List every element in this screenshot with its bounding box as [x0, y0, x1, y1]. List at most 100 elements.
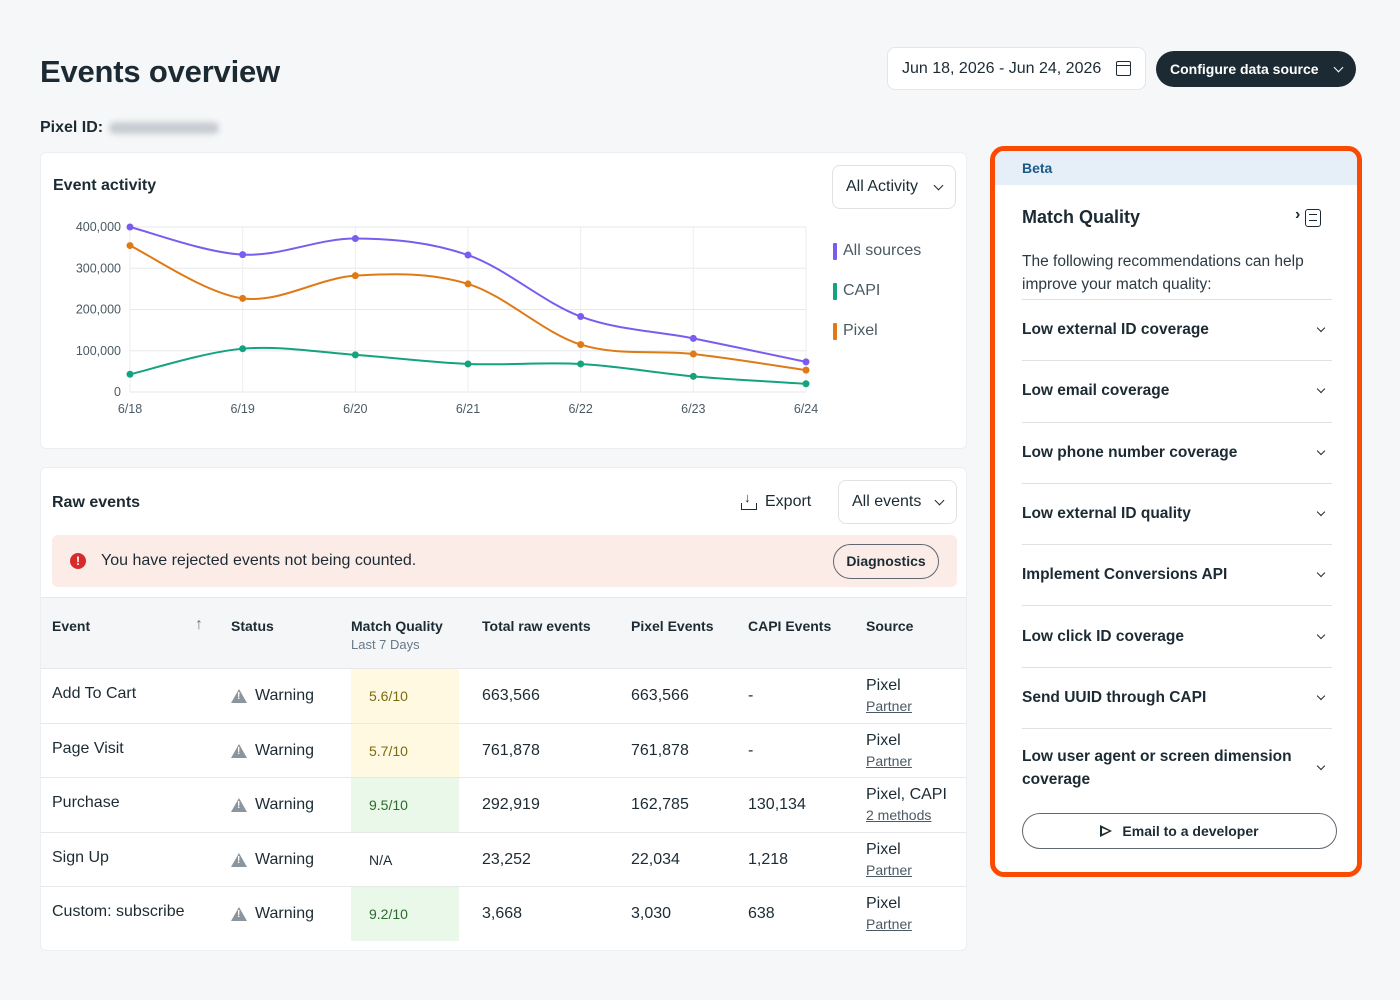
col-capi-events[interactable]: CAPI Events — [748, 618, 832, 634]
match-quality-score: N/A — [369, 851, 393, 868]
col-total-raw-events[interactable]: Total raw events — [482, 618, 591, 634]
y-tick-label: 300,000 — [76, 261, 121, 275]
sort-ascending-icon[interactable]: ↑ — [195, 616, 203, 633]
data-point — [802, 366, 810, 374]
x-tick-label: 6/18 — [118, 402, 142, 416]
source-link[interactable]: 2 methods — [866, 807, 932, 824]
table-body: Add To CartWarning5.6/10663,566663,566-P… — [41, 668, 966, 942]
expand-panel-icon[interactable] — [1295, 206, 1321, 227]
data-point — [464, 280, 472, 288]
total-raw-events: 292,919 — [482, 796, 540, 814]
col-match-quality[interactable]: Match Quality Last 7 Days — [351, 618, 443, 652]
table-row[interactable]: Add To Cart Warning 5.6/10 663,566 663,566 - P… — [41, 668, 966, 723]
calendar-icon — [1116, 61, 1131, 76]
recommendation-item[interactable]: Send UUID through CAPI — [1022, 666, 1332, 728]
data-point — [351, 272, 359, 280]
x-tick-label: 6/23 — [681, 402, 705, 416]
col-status[interactable]: Status — [231, 618, 274, 634]
col-match-quality-label: Match Quality — [351, 618, 443, 634]
total-raw-events: 3,668 — [482, 905, 523, 923]
recommendation-item[interactable]: Low phone number coverage — [1022, 421, 1332, 483]
source-link[interactable]: Partner — [866, 752, 912, 769]
pixel-events: 22,034 — [631, 850, 680, 868]
recommendation-item[interactable]: Low click ID coverage — [1022, 605, 1332, 666]
recommendation-item[interactable]: Low user agent or screen dimension cover… — [1022, 728, 1332, 806]
capi-events: - — [748, 741, 754, 759]
event-name[interactable]: Purchase — [52, 794, 120, 812]
table-row[interactable]: Sign UpWarningN/A23,25222,0341,218PixelP… — [41, 831, 966, 887]
page-title: Events overview — [40, 54, 280, 89]
capi-events: 130,134 — [748, 796, 806, 814]
warning-icon — [231, 852, 247, 867]
legend-label: All sources — [843, 242, 922, 259]
date-range-picker[interactable]: Jun 18, 2026 - Jun 24, 2026 — [887, 47, 1146, 90]
source-link[interactable]: Partner — [866, 698, 912, 714]
chevron-down-icon — [1316, 446, 1326, 455]
match-quality-title: Match Quality — [1022, 207, 1141, 227]
event-name[interactable]: Page Visit — [52, 739, 124, 757]
data-point — [239, 345, 247, 353]
send-icon — [1100, 825, 1113, 837]
source: Pixel Partner — [866, 840, 912, 880]
chevron-down-icon — [1316, 630, 1326, 639]
email-developer-button[interactable]: Email to a developer — [1022, 813, 1337, 849]
diagnostics-button[interactable]: Diagnostics — [833, 543, 939, 579]
source-link[interactable]: Partner — [866, 916, 912, 933]
recommendation-label: Low external ID coverage — [1022, 321, 1209, 339]
source-link[interactable]: Partner — [866, 861, 912, 878]
activity-filter-dropdown[interactable]: All Activity — [832, 165, 956, 209]
col-pixel-events[interactable]: Pixel Events — [631, 618, 714, 634]
col-source[interactable]: Source — [866, 618, 914, 634]
table-row[interactable]: Page Visit Warning 5.7/10 761,878 761,878 - Pi… — [41, 722, 966, 778]
pixel-events: 162,785 — [631, 796, 689, 814]
recommendation-item[interactable]: Low external ID quality — [1022, 482, 1332, 544]
source-text: Pixel — [866, 731, 901, 749]
col-event[interactable]: Event — [52, 618, 91, 634]
x-tick-label: 6/19 — [230, 402, 254, 416]
data-point — [464, 251, 472, 259]
recommendation-item[interactable]: Low external ID coverage — [1022, 299, 1332, 360]
legend-item[interactable]: Pixel — [833, 311, 921, 351]
recommendation-label: Low user agent or screen dimension cover… — [1022, 747, 1292, 788]
y-tick-label: 200,000 — [76, 303, 121, 317]
chevron-down-icon — [1316, 569, 1326, 578]
export-button[interactable]: Export — [741, 490, 811, 511]
event-name[interactable]: Custom: subscribe — [52, 903, 185, 921]
recommendation-item[interactable]: Implement Conversions API — [1022, 544, 1332, 605]
configure-data-source-button[interactable]: Configure data source — [1156, 51, 1356, 87]
legend-item[interactable]: All sources — [833, 231, 921, 271]
source: Pixel, CAPI 2 methods — [866, 785, 947, 825]
table-row[interactable]: Purchase Warning 9.5/10 292,919 162,785 130,1… — [41, 777, 966, 833]
warning-icon — [231, 798, 247, 813]
raw-events-table: Event ↑ Status Match Quality Last 7 Days… — [41, 597, 966, 942]
warning-icon — [231, 743, 247, 758]
event-name[interactable]: Sign Up — [52, 848, 109, 866]
pixel-id-redacted — [109, 122, 220, 134]
legend-swatch — [833, 242, 837, 260]
event-name[interactable]: Add To Cart — [52, 685, 137, 702]
chevron-down-icon — [1316, 761, 1326, 770]
source: Pixel Partner — [866, 676, 912, 716]
chevron-down-icon — [1316, 323, 1326, 333]
source-text: Pixel — [866, 840, 901, 858]
chevron-down-icon — [1316, 507, 1326, 517]
match-quality-score: 5.7/10 — [351, 723, 459, 778]
data-point — [126, 242, 134, 250]
data-point — [577, 313, 585, 321]
data-point — [239, 294, 247, 302]
data-point — [464, 360, 472, 368]
table-header: Event ↑ Status Match Quality Last 7 Days… — [41, 597, 966, 668]
table-row[interactable]: Custom: subscribe Warning 9.2/10 3,668 3,030… — [41, 886, 966, 942]
alert-text: You have rejected events not being count… — [101, 552, 417, 569]
legend-item[interactable]: CAPI — [833, 271, 921, 311]
data-point — [126, 223, 134, 231]
chevron-down-icon — [934, 495, 945, 505]
events-filter-value: All events — [852, 493, 922, 510]
legend-label: CAPI — [843, 282, 881, 299]
recommendation-label: Low external ID quality — [1022, 505, 1191, 523]
events-filter-dropdown[interactable]: All events — [838, 480, 957, 524]
recommendation-item[interactable]: Low email coverage — [1022, 360, 1332, 421]
status: Warning — [231, 687, 314, 705]
warning-icon — [231, 907, 247, 922]
data-point — [689, 350, 697, 358]
